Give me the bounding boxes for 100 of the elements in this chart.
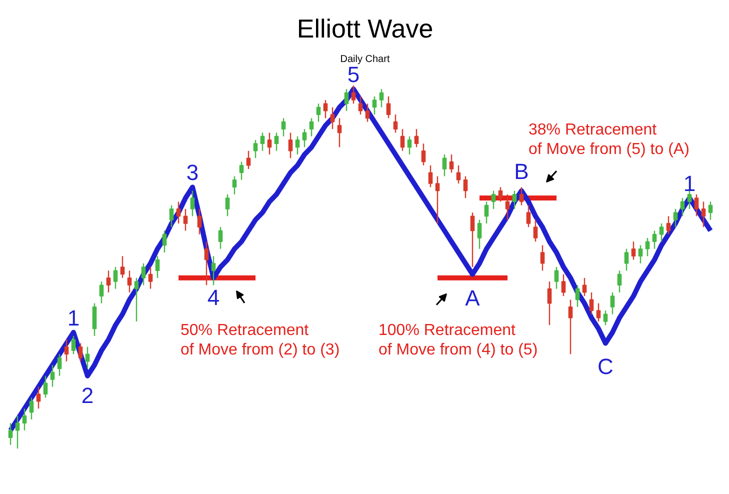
candlestick bbox=[624, 248, 629, 272]
candlestick bbox=[92, 302, 97, 337]
candlestick bbox=[617, 270, 622, 294]
annotation: 2 bbox=[81, 382, 94, 408]
candlestick bbox=[456, 164, 461, 184]
candlestick bbox=[267, 132, 272, 156]
candlestick bbox=[288, 132, 293, 159]
candlestick bbox=[428, 164, 433, 188]
candlestick bbox=[232, 176, 237, 195]
candlestick bbox=[253, 139, 258, 159]
candlestick bbox=[106, 270, 111, 294]
candlestick bbox=[8, 422, 13, 446]
candlestick bbox=[323, 99, 328, 119]
candlestick bbox=[554, 266, 559, 290]
candlestick bbox=[302, 128, 307, 148]
candlestick bbox=[645, 237, 650, 257]
candlestick bbox=[519, 186, 524, 206]
annotation: 38% Retracement of Move from (5) to (A) bbox=[528, 121, 690, 158]
candlestick bbox=[127, 270, 132, 294]
candlestick bbox=[134, 277, 139, 322]
candlestick bbox=[442, 154, 447, 177]
candlestick bbox=[225, 194, 230, 217]
annotation: C bbox=[598, 354, 614, 380]
candlestick bbox=[435, 176, 440, 224]
candlestick bbox=[421, 142, 426, 166]
candlestick bbox=[155, 256, 160, 278]
candlestick bbox=[449, 154, 454, 174]
candlestick bbox=[29, 397, 34, 420]
candlestick bbox=[694, 194, 699, 217]
candlestick bbox=[701, 201, 706, 228]
candlestick bbox=[176, 201, 181, 224]
candlestick bbox=[211, 256, 216, 286]
candlestick bbox=[36, 386, 41, 410]
candlestick bbox=[162, 230, 167, 254]
annotation: 1 bbox=[67, 305, 80, 330]
candlestick bbox=[197, 208, 202, 235]
annotation: 1 bbox=[683, 171, 696, 196]
candlestick bbox=[120, 256, 125, 278]
candlestick bbox=[379, 88, 384, 108]
candlestick bbox=[470, 212, 475, 268]
candlestick bbox=[666, 216, 671, 235]
candlestick bbox=[561, 274, 566, 297]
candlestick bbox=[330, 106, 335, 130]
candlestick bbox=[57, 354, 62, 376]
candlestick bbox=[540, 244, 545, 272]
candlestick bbox=[498, 186, 503, 202]
candlestick bbox=[78, 342, 83, 362]
candlestick bbox=[631, 240, 636, 260]
candlestick bbox=[680, 197, 685, 217]
candlestick bbox=[477, 219, 482, 250]
candlestick bbox=[309, 118, 314, 137]
candlestick bbox=[365, 103, 370, 122]
candlestick bbox=[512, 190, 517, 210]
annotation: 50% Retracement of Move from (2) to (3) bbox=[180, 322, 340, 358]
candlestick bbox=[239, 161, 244, 180]
annotation: 3 bbox=[186, 160, 199, 186]
candlestick bbox=[505, 194, 510, 220]
candlestick bbox=[596, 302, 601, 322]
candlestick bbox=[64, 339, 69, 362]
candlestick bbox=[50, 364, 55, 388]
annotation: 100% Retracement of Move from (4) to (5) bbox=[378, 322, 538, 358]
candlestick bbox=[673, 208, 678, 228]
candlestick bbox=[372, 96, 377, 116]
candlestick bbox=[491, 190, 496, 210]
candlestick bbox=[351, 84, 356, 104]
candlestick bbox=[246, 150, 251, 170]
candlestick bbox=[463, 176, 468, 199]
candlestick bbox=[113, 266, 118, 290]
candlestick bbox=[22, 408, 27, 431]
candlestick bbox=[484, 201, 489, 224]
candlestick bbox=[337, 118, 342, 148]
candlestick bbox=[344, 88, 349, 112]
candlestick bbox=[589, 292, 594, 315]
candlestick bbox=[659, 222, 664, 242]
candlestick bbox=[141, 262, 146, 286]
candlestick bbox=[610, 292, 615, 315]
chart-title: Elliott Wave bbox=[296, 14, 434, 44]
candlestick bbox=[533, 219, 538, 242]
chart-subtitle: Daily Chart bbox=[340, 54, 390, 65]
candlestick bbox=[358, 96, 363, 116]
candlestick bbox=[687, 190, 692, 210]
candlestick bbox=[575, 284, 580, 308]
candlestick bbox=[260, 132, 265, 152]
candlestick bbox=[281, 118, 286, 137]
candlestick bbox=[71, 335, 76, 355]
candlestick bbox=[15, 415, 20, 450]
candlestick bbox=[183, 208, 188, 232]
candlestick bbox=[148, 266, 153, 290]
candlestick bbox=[414, 128, 419, 148]
candlestick bbox=[204, 240, 209, 286]
candlestick bbox=[85, 346, 90, 370]
annotation: A bbox=[465, 285, 480, 310]
candlestick bbox=[99, 280, 104, 304]
candlestick bbox=[652, 230, 657, 250]
candlestick bbox=[547, 280, 552, 326]
candlestick bbox=[274, 132, 279, 152]
candlestick bbox=[169, 204, 174, 228]
candlestick bbox=[393, 114, 398, 134]
annotation: 4 bbox=[207, 284, 220, 310]
candlestick bbox=[386, 96, 391, 119]
